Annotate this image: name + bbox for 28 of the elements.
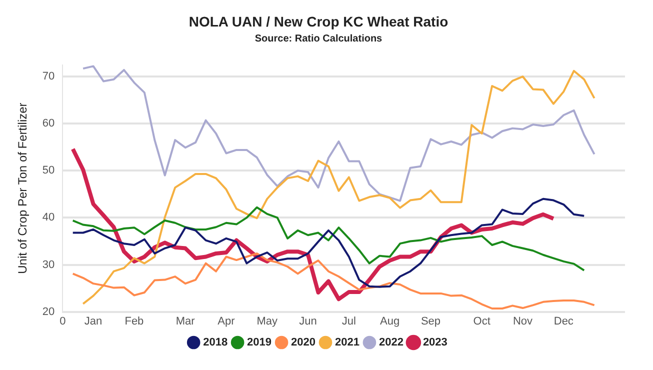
y-tick-label: 20 — [42, 306, 55, 318]
y-tick-label: 50 — [42, 164, 55, 177]
chart-title: NOLA UAN / New Crop KC Wheat Ratio — [188, 13, 448, 30]
chart-subtitle: Source: Ratio Calculations — [254, 34, 383, 45]
x-tick-label: Aug — [380, 315, 400, 328]
x-tick-label: Jul — [342, 315, 356, 328]
y-axis-title: Unit of Crop Per Ton of Fertilizer — [16, 102, 30, 274]
legend-label: 2019 — [247, 336, 272, 349]
x-tick-label: Dec — [554, 315, 574, 328]
x-tick-label: Mar — [176, 315, 196, 328]
legend-label: 2018 — [203, 336, 228, 349]
x-tick-label: Feb — [124, 315, 144, 328]
x-tick-label: Oct — [473, 315, 490, 328]
y-tick-label: 30 — [42, 258, 55, 271]
x-tick-label: May — [256, 315, 278, 328]
x-tick-label: Jun — [299, 315, 317, 328]
y-tick-label: 60 — [42, 118, 55, 130]
x-tick-label: Sep — [420, 315, 441, 328]
x-tick-label: 0 — [60, 315, 66, 328]
legend-label: 2023 — [422, 336, 448, 349]
legend-label: 2021 — [335, 336, 360, 349]
x-tick-label: Nov — [512, 315, 534, 328]
y-tick-label: 70 — [42, 70, 55, 83]
x-tick-label: Jan — [84, 315, 102, 328]
legend-label: 2020 — [291, 336, 316, 349]
y-tick-label: 40 — [42, 212, 55, 224]
x-tick-label: Apr — [218, 315, 236, 328]
legend-label: 2022 — [378, 336, 404, 349]
